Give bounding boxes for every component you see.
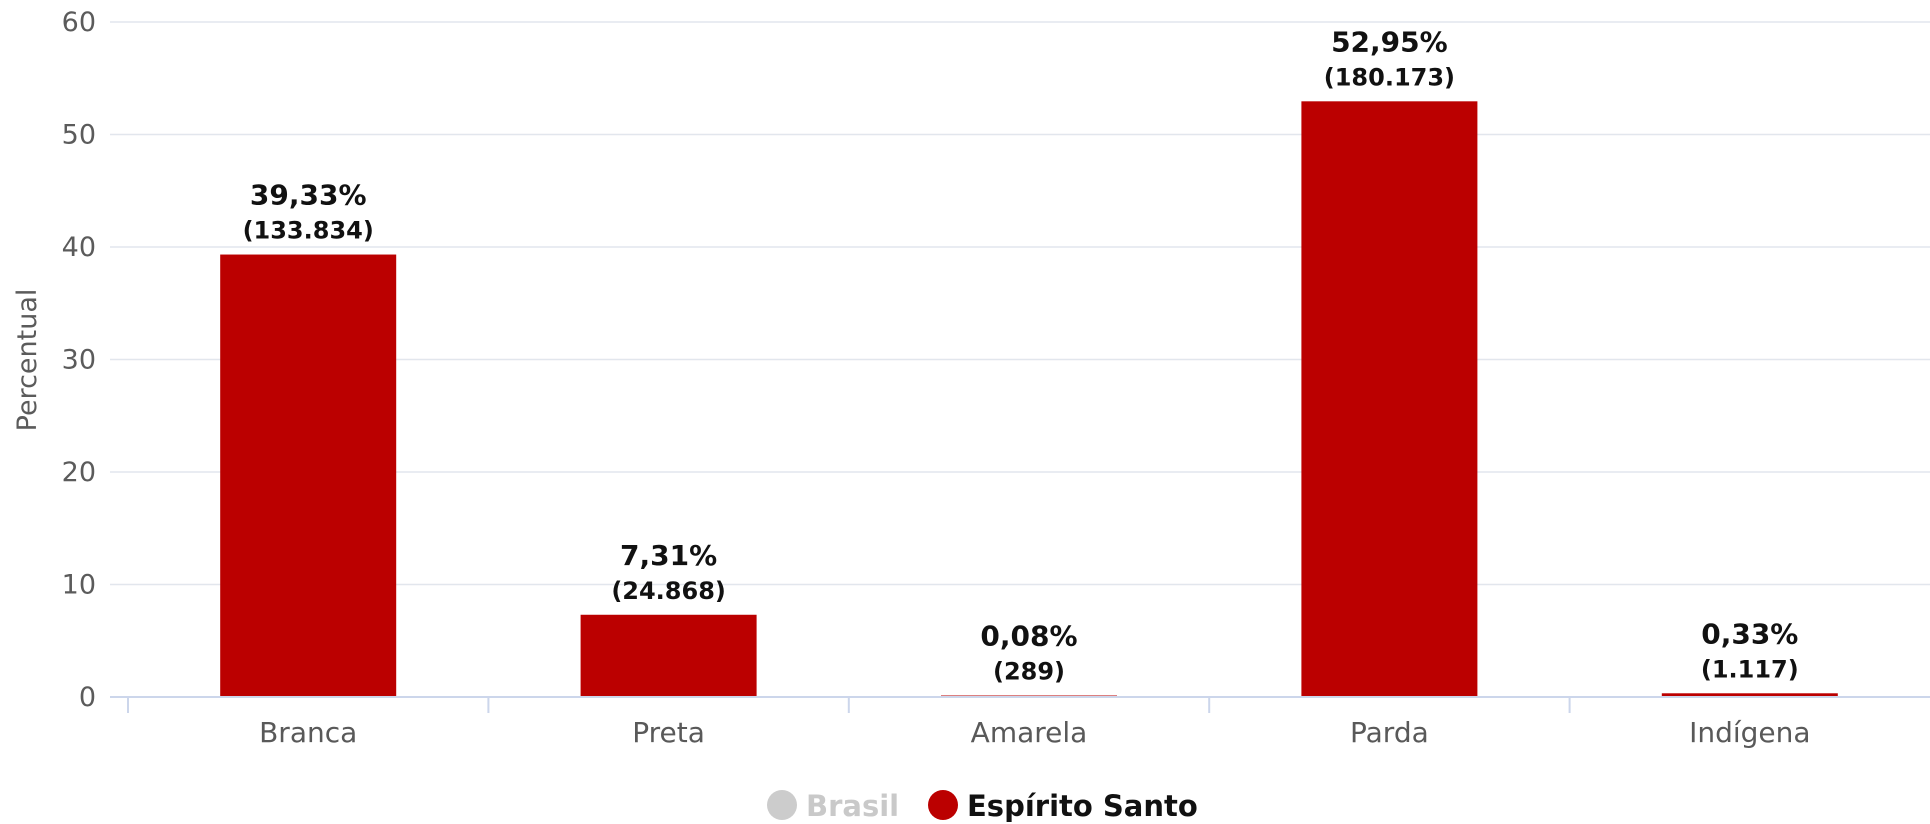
legend-item-brasil[interactable]: Brasil — [767, 789, 899, 823]
y-axis: 0 10 20 30 40 50 60 — [62, 7, 96, 713]
y-tick-label: 20 — [62, 457, 96, 488]
legend-label: Espírito Santo — [967, 789, 1198, 823]
bars — [220, 101, 1838, 697]
legend[interactable]: Brasil Espírito Santo — [767, 789, 1198, 823]
x-tick-label: Indígena — [1689, 716, 1810, 749]
bar-count-label: (133.834) — [243, 217, 374, 245]
bar — [1661, 693, 1838, 697]
y-tick-label: 30 — [62, 345, 96, 376]
bar — [1301, 101, 1478, 697]
data-labels: 39,33% (133.834) 7,31% (24.868) 0,08% (289) 52… — [243, 25, 1799, 685]
bar — [220, 254, 397, 697]
y-tick-label: 40 — [62, 232, 96, 263]
gridlines — [110, 21, 1930, 586]
y-tick-label: 50 — [62, 120, 96, 151]
bar-count-label: (289) — [993, 658, 1065, 686]
bar-percent-label: 0,33% — [1701, 617, 1798, 650]
legend-marker-icon — [767, 790, 797, 820]
bar-count-label: (180.173) — [1324, 63, 1455, 91]
bar — [580, 614, 757, 697]
x-tick-label: Parda — [1350, 716, 1429, 749]
x-tick-label: Amarela — [971, 716, 1088, 749]
legend-item-esp-rito-santo[interactable]: Espírito Santo — [928, 789, 1198, 823]
y-axis-label: Percentual — [12, 289, 43, 432]
legend-label: Brasil — [806, 789, 899, 823]
bar-percent-label: 7,31% — [620, 539, 717, 572]
bar-count-label: (1.117) — [1701, 655, 1799, 683]
bar-count-label: (24.868) — [611, 577, 726, 605]
x-tick-label: Preta — [632, 716, 705, 749]
y-tick-label: 60 — [62, 7, 96, 38]
x-axis: Branca Preta Amarela Parda Indígena — [110, 696, 1930, 749]
bar-percent-label: 52,95% — [1331, 25, 1448, 58]
bar-percent-label: 0,08% — [980, 620, 1077, 653]
legend-marker-icon — [928, 790, 958, 820]
x-tick-label: Branca — [259, 716, 357, 749]
y-tick-label: 10 — [62, 570, 96, 601]
y-tick-label: 0 — [79, 682, 96, 713]
bar-percent-label: 39,33% — [250, 179, 367, 212]
